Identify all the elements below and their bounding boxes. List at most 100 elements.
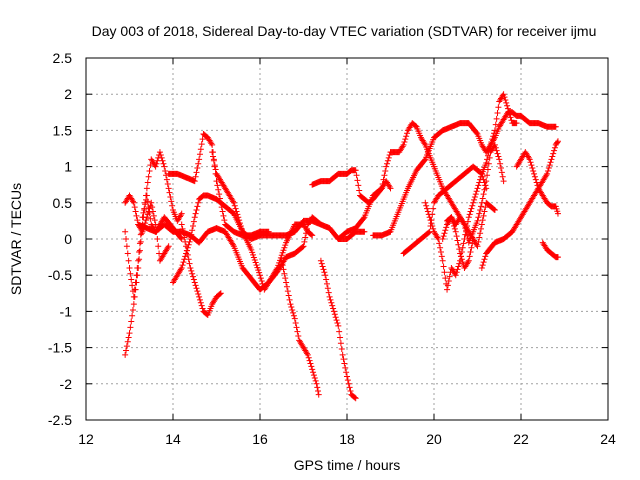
data-point <box>190 276 197 283</box>
data-point <box>483 159 490 166</box>
data-point <box>421 140 428 147</box>
data-point <box>501 94 508 101</box>
data-point <box>156 250 163 257</box>
data-point <box>477 230 484 237</box>
series-sat-t <box>539 239 561 261</box>
data-point <box>156 149 163 156</box>
data-point <box>198 302 205 309</box>
data-point <box>480 212 487 219</box>
data-point <box>308 231 315 238</box>
data-point <box>129 282 136 289</box>
data-point <box>287 301 294 308</box>
data-point <box>360 215 367 222</box>
data-point <box>192 282 199 289</box>
data-point <box>279 249 286 256</box>
data-point <box>437 244 444 251</box>
data-point <box>230 199 237 206</box>
data-point <box>147 215 154 222</box>
x-tick-label: 22 <box>513 431 529 447</box>
data-point <box>481 208 488 215</box>
data-point <box>468 244 475 251</box>
data-point <box>137 238 144 245</box>
data-point <box>480 259 487 266</box>
data-point <box>234 211 241 218</box>
data-point <box>178 221 185 228</box>
data-point <box>278 257 285 264</box>
data-point <box>168 198 175 205</box>
data-point <box>334 319 341 326</box>
data-point <box>499 173 506 180</box>
data-point <box>129 306 136 313</box>
data-point <box>500 178 507 185</box>
data-point <box>221 217 228 224</box>
data-point <box>457 250 464 257</box>
data-point <box>352 167 359 174</box>
data-point <box>290 309 297 316</box>
data-point <box>445 277 452 284</box>
data-point <box>483 178 490 185</box>
data-point <box>143 192 150 199</box>
data-point <box>199 305 206 312</box>
data-point <box>215 186 222 193</box>
data-point <box>478 264 485 271</box>
data-point <box>191 279 198 286</box>
data-point <box>456 260 463 267</box>
series-sat-m <box>370 109 559 239</box>
data-point <box>141 207 148 214</box>
data-point <box>217 290 224 297</box>
data-point <box>123 347 130 354</box>
data-point <box>186 260 193 267</box>
data-point <box>183 243 190 250</box>
data-point <box>342 364 349 371</box>
data-point <box>402 136 409 143</box>
series-sat-h <box>135 214 368 293</box>
x-tick-label: 16 <box>252 431 268 447</box>
data-point <box>146 205 153 212</box>
y-tick-label: 1 <box>64 159 72 175</box>
data-point <box>440 233 447 240</box>
data-point <box>193 207 200 214</box>
data-point <box>125 257 132 264</box>
data-point <box>123 243 130 250</box>
data-point <box>404 130 411 137</box>
data-point <box>183 247 190 254</box>
data-point <box>400 141 407 148</box>
data-point <box>328 299 335 306</box>
y-tick-label: 1.5 <box>53 122 73 138</box>
data-point <box>330 305 337 312</box>
data-point <box>132 286 139 293</box>
data-point <box>340 356 347 363</box>
data-point <box>489 136 496 143</box>
data-point <box>130 301 137 308</box>
data-point <box>381 172 388 179</box>
series-sat-q <box>444 141 507 246</box>
data-point <box>196 156 203 163</box>
data-point <box>323 276 330 283</box>
data-point <box>230 241 237 248</box>
data-point <box>143 185 150 192</box>
data-point <box>143 217 150 224</box>
data-point <box>150 212 157 219</box>
data-point <box>477 207 484 214</box>
data-point <box>123 236 130 242</box>
data-point <box>190 273 197 280</box>
data-point <box>490 133 497 140</box>
data-point <box>451 225 458 232</box>
data-point <box>216 191 223 198</box>
series-sat-l <box>335 120 498 250</box>
data-point <box>554 138 561 145</box>
data-point <box>484 166 491 173</box>
data-point <box>195 291 202 298</box>
data-point <box>325 289 332 296</box>
data-point <box>469 240 476 247</box>
y-axis-label: SDTVAR / TECUs <box>8 183 24 295</box>
data-point <box>385 154 392 161</box>
data-point <box>303 225 310 232</box>
data-point <box>250 251 257 258</box>
data-point <box>485 160 492 167</box>
data-point <box>464 259 471 266</box>
data-point <box>144 211 151 218</box>
data-point <box>248 246 255 253</box>
data-point <box>191 214 198 221</box>
